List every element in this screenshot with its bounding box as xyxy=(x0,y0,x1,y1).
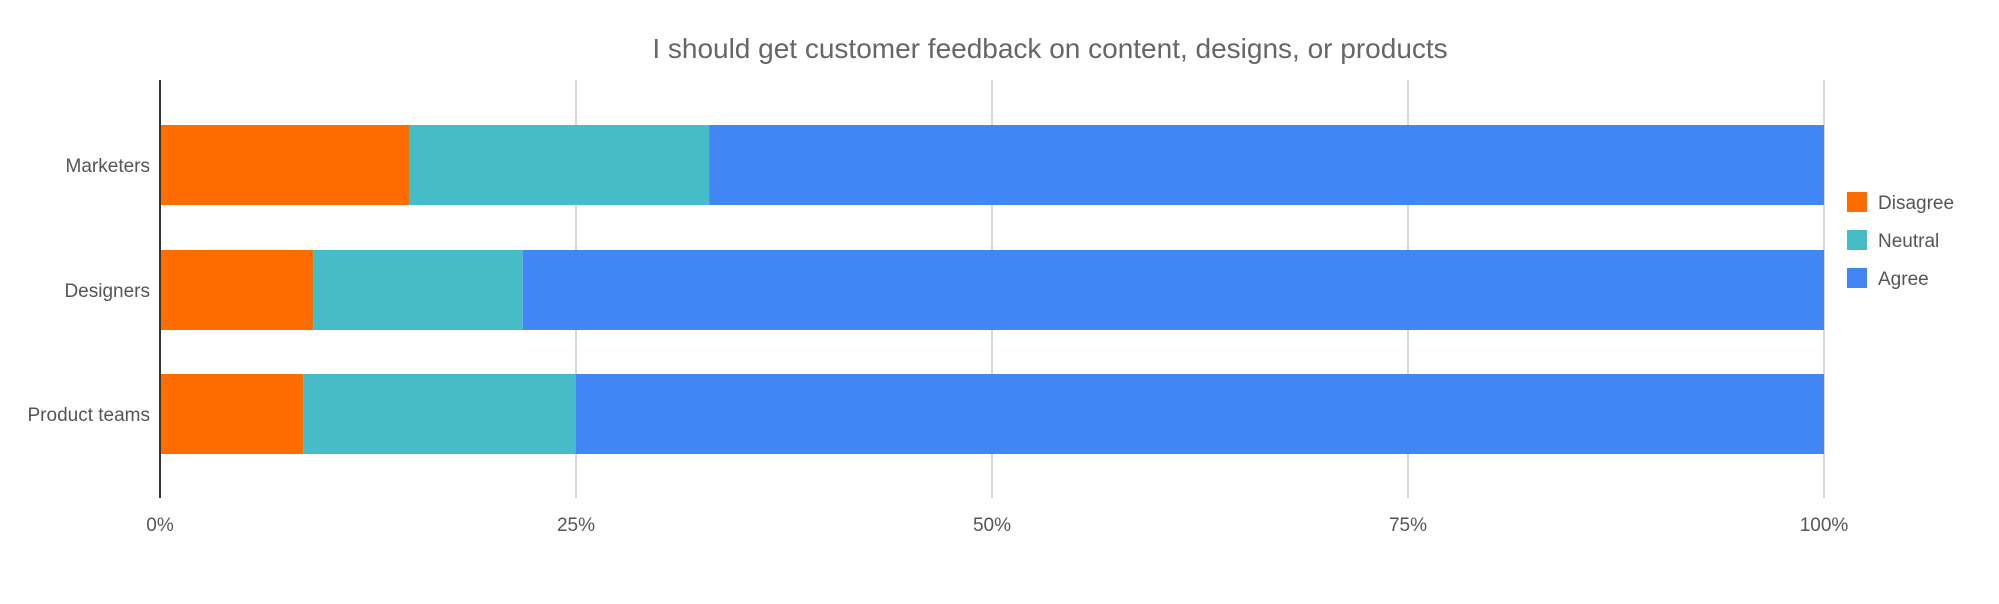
legend-label-agree: Agree xyxy=(1878,269,1929,290)
bar-agree-marketers xyxy=(709,125,1824,205)
x-tick-label: 25% xyxy=(557,515,595,536)
axes: 0% 25% 50% 75% 100% Marketers Designers Product… xyxy=(28,80,1849,536)
bar-agree-designers xyxy=(522,250,1825,330)
bar-neutral-product-teams xyxy=(303,374,576,454)
category-label: Product teams xyxy=(28,405,151,426)
bar-disagree-product-teams xyxy=(160,374,304,454)
x-tick-label: 100% xyxy=(1800,515,1849,536)
bar-neutral-designers xyxy=(313,250,523,330)
x-tick-label: 75% xyxy=(1389,515,1427,536)
legend: Disagree Neutral Agree xyxy=(1847,192,1954,290)
legend-label-neutral: Neutral xyxy=(1878,231,1939,252)
bar-disagree-marketers xyxy=(160,125,410,205)
legend-swatch-agree xyxy=(1847,268,1867,288)
legend-label-disagree: Disagree xyxy=(1878,193,1954,214)
x-tick-label: 0% xyxy=(146,515,174,536)
category-label: Designers xyxy=(64,281,150,302)
chart-title: I should get customer feedback on conten… xyxy=(652,33,1447,64)
category-label: Marketers xyxy=(66,156,150,177)
bar-disagree-designers xyxy=(160,250,314,330)
legend-swatch-neutral xyxy=(1847,230,1867,250)
legend-swatch-disagree xyxy=(1847,192,1867,212)
bar-agree-product-teams xyxy=(576,374,1824,454)
bar-neutral-marketers xyxy=(409,125,710,205)
bars xyxy=(160,125,1825,454)
x-tick-label: 50% xyxy=(973,515,1011,536)
